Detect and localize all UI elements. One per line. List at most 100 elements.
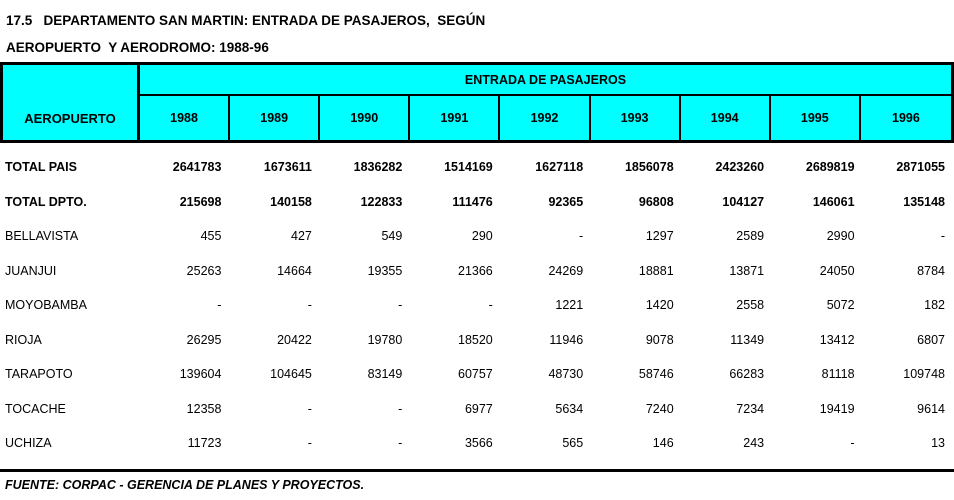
cell-value: - bbox=[217, 298, 222, 313]
table-row: MOYOBAMBA - - - - 1221 1420 2558 5072 182 bbox=[0, 288, 954, 323]
cell-value: 5634 bbox=[555, 401, 584, 416]
year-header-1994: 1994 bbox=[681, 96, 771, 140]
cell-value: 111476 bbox=[452, 194, 493, 209]
year-header-1991: 1991 bbox=[410, 96, 501, 140]
cell-value: 104127 bbox=[722, 194, 765, 209]
cell-value: 19355 bbox=[367, 263, 403, 278]
cell-value: 83149 bbox=[367, 367, 403, 382]
cell-value: 2871055 bbox=[896, 160, 945, 175]
row-label: TOCACHE bbox=[5, 401, 66, 416]
cell-value: 2423260 bbox=[715, 160, 765, 175]
group-header-entrada-de-pasajeros: ENTRADA DE PASAJEROS bbox=[140, 65, 951, 96]
table-row: TOCACHE 12358 - - 6977 5634 7240 7234 19419 9614 bbox=[0, 392, 954, 427]
cell-value: 14664 bbox=[277, 263, 312, 278]
cell-value: 13871 bbox=[729, 263, 765, 278]
cell-value: 1221 bbox=[555, 298, 584, 313]
corner-header-aeropuerto: AEROPUERTO bbox=[3, 65, 140, 140]
cell-value: 2990 bbox=[826, 229, 855, 244]
cell-value: 92365 bbox=[548, 194, 584, 209]
cell-value: 243 bbox=[743, 436, 765, 451]
cell-value: - bbox=[398, 298, 403, 313]
footer-rule bbox=[0, 468, 954, 472]
row-label: TOTAL PAIS bbox=[5, 160, 77, 175]
cell-value: 109748 bbox=[903, 367, 945, 382]
cell-value: 1514169 bbox=[444, 160, 493, 175]
cell-value: - bbox=[398, 436, 403, 451]
cell-value: 25263 bbox=[186, 263, 222, 278]
cell-value: 6977 bbox=[464, 401, 493, 416]
cell-value: 146 bbox=[652, 436, 674, 451]
cell-value: 19419 bbox=[819, 401, 855, 416]
cell-value: 139604 bbox=[179, 367, 222, 382]
source-note: FUENTE: CORPAC - GERENCIA DE PLANES Y PR… bbox=[5, 477, 365, 492]
cell-value: - bbox=[940, 229, 945, 244]
cell-value: 104645 bbox=[270, 367, 312, 382]
table-row: TARAPOTO 139604 104645 83149 60757 48730 58746… bbox=[0, 357, 954, 392]
table-row: TOTAL PAIS 2641783 1673611 1836282 1514169 16… bbox=[0, 150, 954, 185]
cell-value: 12358 bbox=[186, 401, 222, 416]
cell-value: 18881 bbox=[638, 263, 674, 278]
page-title: 17.5 DEPARTAMENTO SAN MARTIN: ENTRADA DE… bbox=[6, 13, 486, 28]
cell-value: 1420 bbox=[645, 298, 674, 313]
year-header-1993: 1993 bbox=[591, 96, 681, 140]
year-header-1990: 1990 bbox=[320, 96, 411, 140]
cell-value: 1673611 bbox=[263, 160, 312, 175]
cell-value: 455 bbox=[200, 229, 222, 244]
cell-value: 96808 bbox=[638, 194, 674, 209]
cell-value: 11349 bbox=[730, 332, 765, 347]
cell-value: - bbox=[488, 298, 493, 313]
row-label: MOYOBAMBA bbox=[5, 298, 87, 313]
cell-value: 2641783 bbox=[172, 160, 222, 175]
cell-value: 146061 bbox=[812, 194, 855, 209]
cell-value: 11723 bbox=[187, 436, 222, 451]
cell-value: - bbox=[307, 401, 312, 416]
table-row: RIOJA 26295 20422 19780 18520 11946 9078 11349 1… bbox=[0, 323, 954, 358]
table-body: TOTAL PAIS 2641783 1673611 1836282 1514169 16… bbox=[0, 143, 954, 461]
cell-value: - bbox=[307, 298, 312, 313]
table-row: TOTAL DPTO. 215698 140158 122833 111476 92365… bbox=[0, 185, 954, 220]
cell-value: 427 bbox=[291, 229, 312, 244]
cell-value: 24050 bbox=[819, 263, 855, 278]
cell-value: 21366 bbox=[458, 263, 493, 278]
row-label: UCHIZA bbox=[5, 436, 52, 451]
table-row: UCHIZA 11723 - - 3566 565 146 243 - 13 bbox=[0, 426, 954, 461]
cell-value: 140158 bbox=[270, 194, 312, 209]
cell-value: 18520 bbox=[458, 332, 493, 347]
cell-value: 13 bbox=[931, 436, 945, 451]
cell-value: 290 bbox=[471, 229, 493, 244]
cell-value: 19780 bbox=[367, 332, 403, 347]
cell-value: 135148 bbox=[903, 194, 945, 209]
cell-value: 48730 bbox=[548, 367, 584, 382]
row-label: TARAPOTO bbox=[5, 367, 73, 382]
year-header-1989: 1989 bbox=[230, 96, 321, 140]
cell-value: - bbox=[398, 401, 403, 416]
cell-value: 11946 bbox=[549, 332, 584, 347]
page-title-block: 17.5 DEPARTAMENTO SAN MARTIN: ENTRADA DE… bbox=[0, 0, 954, 61]
cell-value: 24269 bbox=[548, 263, 584, 278]
table-row: BELLAVISTA 455 427 549 290 - 1297 2589 2990 - bbox=[0, 219, 954, 254]
row-label: BELLAVISTA bbox=[5, 229, 79, 244]
cell-value: 182 bbox=[924, 298, 945, 313]
cell-value: 9078 bbox=[645, 332, 674, 347]
cell-value: 81118 bbox=[821, 367, 855, 382]
cell-value: 2689819 bbox=[805, 160, 855, 175]
cell-value: 58746 bbox=[638, 367, 674, 382]
row-label: RIOJA bbox=[5, 332, 42, 347]
cell-value: 565 bbox=[562, 436, 584, 451]
cell-value: 13412 bbox=[819, 332, 855, 347]
cell-value: 215698 bbox=[179, 194, 222, 209]
cell-value: 6807 bbox=[917, 332, 945, 347]
table-header: AEROPUERTO ENTRADA DE PASAJEROS 1988 1989… bbox=[0, 62, 954, 143]
cell-value: 7234 bbox=[736, 401, 765, 416]
cell-value: 7240 bbox=[645, 401, 674, 416]
cell-value: 9614 bbox=[917, 401, 945, 416]
year-header-1988: 1988 bbox=[140, 96, 231, 140]
year-header-1996: 1996 bbox=[892, 111, 920, 125]
cell-value: 5072 bbox=[826, 298, 855, 313]
cell-value: 1627118 bbox=[535, 160, 584, 175]
cell-value: 2558 bbox=[736, 298, 765, 313]
cell-value: 122833 bbox=[360, 194, 403, 209]
page-subtitle: AEROPUERTO Y AERODROMO: 1988-96 bbox=[6, 40, 269, 55]
cell-value: 20422 bbox=[277, 332, 312, 347]
cell-value: 1297 bbox=[645, 229, 674, 244]
